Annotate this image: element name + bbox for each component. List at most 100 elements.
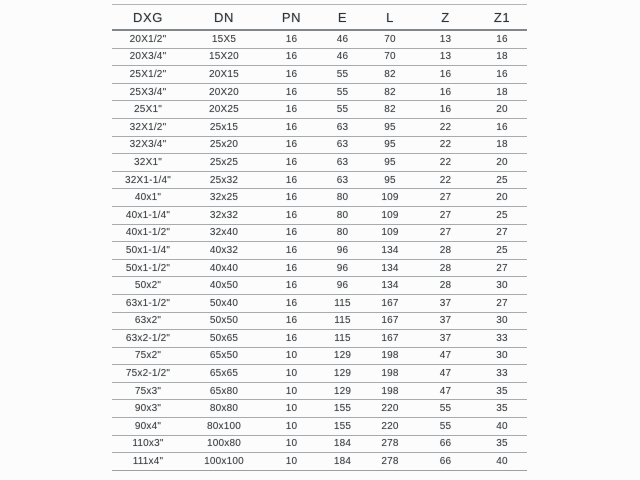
table-cell-dxg: 111x4" bbox=[112, 452, 184, 471]
table-cell-z1: 33 bbox=[477, 364, 527, 383]
table-cell-e: 80 bbox=[319, 223, 366, 242]
table-cell-dn: 32x32 bbox=[184, 205, 264, 225]
table-cell-z: 16 bbox=[414, 100, 477, 119]
table-cell-e: 184 bbox=[319, 452, 366, 471]
table-cell-dn: 80x80 bbox=[184, 399, 264, 418]
table-cell-z: 27 bbox=[414, 188, 477, 207]
table-cell-pn: 10 bbox=[264, 381, 319, 400]
table-cell-dn: 25x32 bbox=[184, 170, 264, 189]
table-row: 32X1/2" 25x15 16 63 95 22 16 bbox=[112, 117, 527, 137]
table-cell-pn: 16 bbox=[264, 153, 319, 172]
table-cell-z1: 35 bbox=[477, 381, 527, 400]
table-cell-dxg: 32X1-1/4" bbox=[112, 170, 184, 189]
table-cell-l: 198 bbox=[366, 346, 414, 365]
table-cell-dn: 20X25 bbox=[184, 100, 264, 119]
table-cell-l: 82 bbox=[366, 82, 414, 101]
table-cell-dxg: 32X1/2" bbox=[112, 117, 184, 137]
table-cell-pn: 16 bbox=[264, 311, 319, 330]
table-cell-z: 47 bbox=[414, 346, 477, 365]
table-cell-dn: 65x80 bbox=[184, 381, 264, 400]
table-cell-pn: 10 bbox=[264, 346, 319, 365]
table-cell-pn: 16 bbox=[264, 135, 319, 154]
table-cell-z1: 18 bbox=[477, 82, 527, 101]
table-cell-e: 115 bbox=[319, 293, 366, 312]
table-cell-dxg: 25X1" bbox=[112, 100, 184, 119]
table-cell-dxg: 75x3" bbox=[112, 381, 184, 400]
table-cell-l: 109 bbox=[366, 205, 414, 225]
table-cell-dxg: 75x2-1/2" bbox=[112, 364, 184, 383]
table-cell-dxg: 40x1-1/4" bbox=[112, 205, 184, 225]
table-cell-dn: 25x15 bbox=[184, 117, 264, 137]
table-cell-z1: 18 bbox=[477, 135, 527, 154]
table-cell-pn: 16 bbox=[264, 241, 319, 260]
table-cell-l: 278 bbox=[366, 452, 414, 471]
table-cell-e: 115 bbox=[319, 329, 366, 348]
table-cell-dn: 25x25 bbox=[184, 153, 264, 172]
header-row: DXG DN PN E L Z Z1 bbox=[112, 4, 527, 31]
table-cell-dn: 65x65 bbox=[184, 364, 264, 383]
table-row: 75x3" 65x80 10 129 198 47 35 bbox=[112, 381, 527, 400]
table-cell-dn: 40x32 bbox=[184, 241, 264, 260]
table-cell-dxg: 110x3" bbox=[112, 434, 184, 453]
table-cell-z1: 18 bbox=[477, 47, 527, 66]
table-cell-z: 28 bbox=[414, 258, 477, 277]
table-row: 40x1-1/2" 32x40 16 80 109 27 27 bbox=[112, 223, 527, 242]
table-row: 75x2" 65x50 10 129 198 47 30 bbox=[112, 346, 527, 365]
table-row: 50x1-1/4" 40x32 16 96 134 28 25 bbox=[112, 241, 527, 260]
table-cell-z: 37 bbox=[414, 293, 477, 312]
table-cell-dn: 65x50 bbox=[184, 346, 264, 365]
table-cell-dn: 15X5 bbox=[211, 33, 237, 45]
table-cell-z: 16 bbox=[414, 82, 477, 101]
table-cell-dxg: 25X3/4" bbox=[112, 82, 184, 101]
table-cell-dxg: 40x1-1/2" bbox=[112, 223, 184, 242]
table-cell-z1: 25 bbox=[477, 170, 527, 189]
table-row: 90x4" 80x100 10 155 220 55 40 bbox=[112, 417, 527, 436]
table-cell-pn: 16 bbox=[264, 82, 319, 101]
table-cell-z: 22 bbox=[414, 153, 477, 172]
table-cell-pn: 16 bbox=[264, 329, 319, 348]
table-cell-l: 198 bbox=[366, 381, 414, 400]
table-cell-pn: 10 bbox=[264, 434, 319, 453]
table-cell-e: 155 bbox=[319, 417, 366, 436]
table-cell-dxg: 75x2" bbox=[112, 346, 184, 365]
table-cell-dxg: 50x1-1/2" bbox=[112, 258, 184, 277]
table-cell-e: 96 bbox=[319, 241, 366, 260]
table-cell-pn: 16 bbox=[264, 205, 319, 225]
table-cell-z1: 16 bbox=[477, 65, 527, 84]
table-cell-e: 129 bbox=[319, 381, 366, 400]
table-cell-z: 37 bbox=[414, 311, 477, 330]
table-cell-z: 27 bbox=[414, 223, 477, 242]
table-cell-e: 55 bbox=[319, 65, 366, 84]
table-cell-e: 63 bbox=[319, 170, 366, 189]
table-cell-e: 46 bbox=[336, 33, 349, 45]
table-cell-e: 63 bbox=[319, 135, 366, 154]
table-cell-pn: 16 bbox=[264, 117, 319, 137]
table-row: 20X3/4" 15X20 16 46 70 13 18 bbox=[112, 47, 527, 66]
table-cell-e: 80 bbox=[319, 205, 366, 225]
table-cell-pn: 10 bbox=[264, 417, 319, 436]
table-cell-dn: 32x40 bbox=[184, 223, 264, 242]
table-cell-z: 37 bbox=[414, 329, 477, 348]
table-row: 63x2-1/2" 50x65 16 115 167 37 33 bbox=[112, 329, 527, 348]
table-cell-dn: 20X20 bbox=[184, 82, 264, 101]
table-cell-z: 22 bbox=[414, 117, 477, 137]
table-cell-dn: 100x100 bbox=[184, 452, 264, 471]
table-cell-l: 82 bbox=[366, 65, 414, 84]
table-cell-e: 96 bbox=[319, 258, 366, 277]
table-cell-dn: 80x100 bbox=[184, 417, 264, 436]
table-row: 40x1-1/4" 32x32 16 80 109 27 25 bbox=[112, 205, 527, 225]
table-cell-pn: 16 bbox=[264, 170, 319, 189]
table-cell-dxg: 63x2-1/2" bbox=[112, 329, 184, 348]
table-cell-dxg: 50x1-1/4" bbox=[112, 241, 184, 260]
table-cell-l: 70 bbox=[384, 33, 396, 45]
table-cell-dxg: 20X1/2" bbox=[129, 33, 167, 45]
table-cell-l: 82 bbox=[366, 100, 414, 119]
table-row: 50x1-1/2" 40x40 16 96 134 28 27 bbox=[112, 258, 527, 277]
table-cell-z1: 20 bbox=[477, 188, 527, 207]
table-cell-l: 109 bbox=[366, 188, 414, 207]
column-header-pn: PN bbox=[264, 4, 319, 31]
table-cell-e: 46 bbox=[319, 47, 366, 66]
table-cell-dxg: 25X1/2" bbox=[112, 65, 184, 84]
table-cell-l: 134 bbox=[366, 241, 414, 260]
table-cell-pn: 10 bbox=[264, 452, 319, 471]
